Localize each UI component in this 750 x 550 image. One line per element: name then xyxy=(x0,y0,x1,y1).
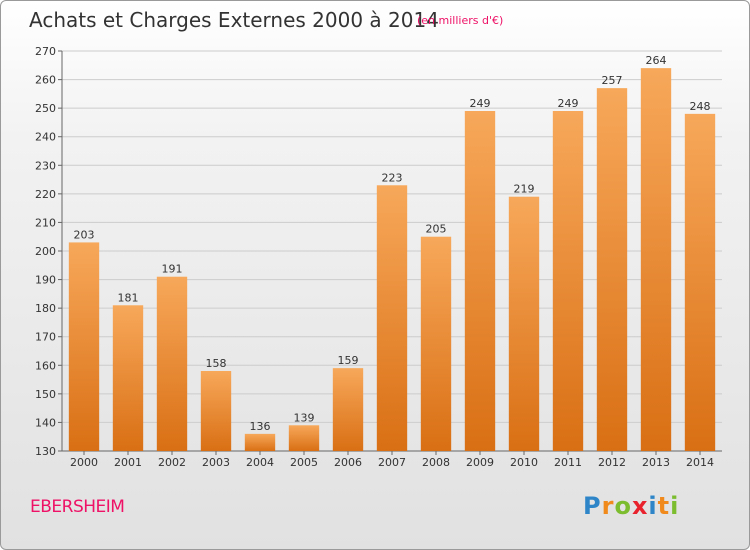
y-tick-label: 220 xyxy=(35,188,56,201)
y-tick-label: 250 xyxy=(35,102,56,115)
data-label: 203 xyxy=(74,228,95,241)
bar xyxy=(376,185,408,452)
bar xyxy=(508,196,540,451)
x-tick-label: 2001 xyxy=(114,456,142,469)
logo-letter: r xyxy=(601,492,615,520)
proxiti-logo: Proxiti xyxy=(583,492,679,520)
bar xyxy=(596,88,628,452)
x-tick-label: 2009 xyxy=(466,456,494,469)
bars xyxy=(68,68,716,452)
x-tick-label: 2011 xyxy=(554,456,582,469)
bar xyxy=(640,68,672,452)
x-tick-label: 2003 xyxy=(202,456,230,469)
chart-subtitle: (en milliers d'€) xyxy=(417,14,504,27)
data-label: 191 xyxy=(162,263,183,276)
bar xyxy=(200,371,232,451)
data-label: 205 xyxy=(426,223,447,236)
y-tick-label: 190 xyxy=(35,274,56,287)
data-label: 223 xyxy=(382,171,403,184)
logo-letter: t xyxy=(657,492,671,520)
y-tick-label: 130 xyxy=(35,445,56,458)
bar xyxy=(552,111,584,451)
bar xyxy=(68,242,100,451)
logo-letter: x xyxy=(631,492,649,520)
x-tick-labels: 2000 2001 2002 2003 2004 2005 2006 2007 2008 2009… xyxy=(70,456,714,469)
x-tick-label: 2008 xyxy=(422,456,450,469)
y-tick-label: 180 xyxy=(35,302,56,315)
y-tick-label: 170 xyxy=(35,331,56,344)
bar xyxy=(684,113,716,451)
data-label: 249 xyxy=(558,97,579,110)
y-tick-label: 270 xyxy=(35,45,56,58)
y-tick-label: 240 xyxy=(35,131,56,144)
data-label: 248 xyxy=(690,100,711,113)
bar xyxy=(156,276,188,451)
data-labels: 203 181 191 158 136 139 159 223 205 249 219 249 257 2… xyxy=(74,54,711,433)
logo-letter: P xyxy=(583,492,602,520)
y-tick-label: 140 xyxy=(35,416,56,429)
bar xyxy=(112,305,144,451)
y-tick-label: 230 xyxy=(35,159,56,172)
x-tick-label: 2010 xyxy=(510,456,538,469)
x-tick-label: 2007 xyxy=(378,456,406,469)
data-label: 158 xyxy=(206,357,227,370)
chart-title: Achats et Charges Externes 2000 à 2014 xyxy=(29,8,439,32)
data-label: 264 xyxy=(646,54,667,67)
x-tick-label: 2014 xyxy=(686,456,714,469)
x-tick-label: 2006 xyxy=(334,456,362,469)
y-tick-label: 150 xyxy=(35,388,56,401)
data-label: 139 xyxy=(294,411,315,424)
bar xyxy=(464,111,496,451)
logo-letter: i xyxy=(670,492,680,520)
x-tick-label: 2005 xyxy=(290,456,318,469)
bar xyxy=(420,236,452,451)
bar xyxy=(244,433,276,451)
x-tick-label: 2004 xyxy=(246,456,274,469)
logo-letter: o xyxy=(614,492,632,520)
x-tick-label: 2000 xyxy=(70,456,98,469)
y-tick-label: 210 xyxy=(35,216,56,229)
data-label: 159 xyxy=(338,354,359,367)
data-label: 136 xyxy=(250,420,271,433)
y-tick-label: 160 xyxy=(35,359,56,372)
x-tick-label: 2012 xyxy=(598,456,626,469)
y-tick-label: 260 xyxy=(35,74,56,87)
bar xyxy=(288,425,320,451)
data-label: 219 xyxy=(514,183,535,196)
bar xyxy=(332,368,364,451)
x-tick-label: 2013 xyxy=(642,456,670,469)
logo-letter: i xyxy=(648,492,658,520)
y-tick-label: 200 xyxy=(35,245,56,258)
town-name: EBERSHEIM xyxy=(30,497,125,517)
x-tick-label: 2002 xyxy=(158,456,186,469)
y-tick-labels: 130 140 150 160 170 180 190 200 210 220 230 240 250 2… xyxy=(35,45,56,458)
data-label: 181 xyxy=(118,291,139,304)
data-label: 249 xyxy=(470,97,491,110)
data-label: 257 xyxy=(602,74,623,87)
